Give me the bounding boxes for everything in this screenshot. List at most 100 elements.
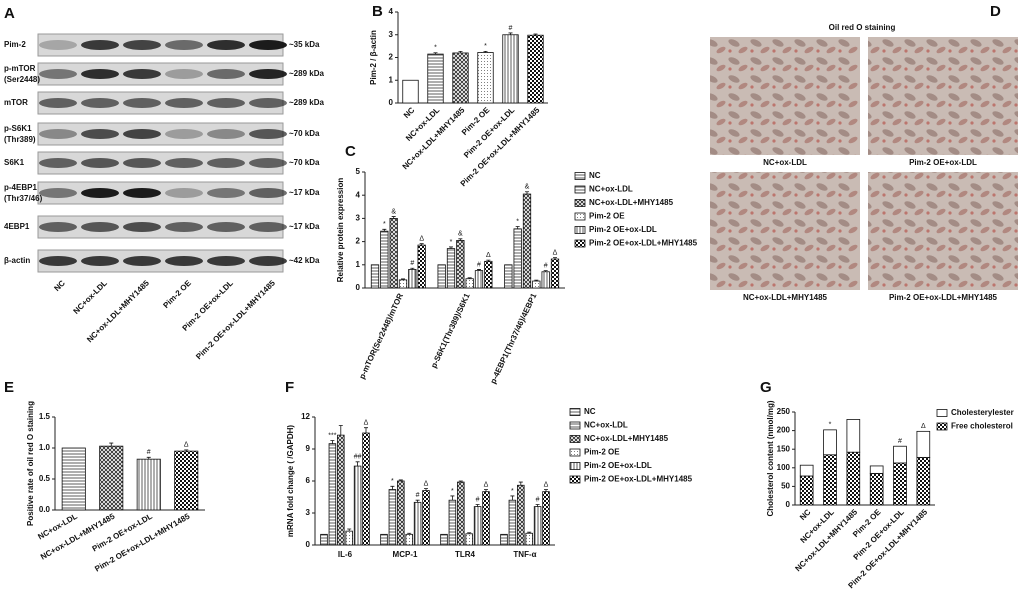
bar	[533, 506, 542, 546]
blot-row-label: β-actin	[4, 256, 30, 265]
error-bar	[424, 488, 428, 491]
y-tick-label: 2	[389, 53, 394, 62]
blot-band	[39, 158, 77, 168]
bar	[502, 34, 519, 104]
legend-swatch	[936, 409, 948, 417]
y-tick-label: 0	[786, 500, 791, 509]
error-bar	[458, 480, 463, 483]
blot-band	[81, 222, 119, 232]
error-bar	[415, 499, 420, 503]
blot-band	[123, 188, 161, 198]
legend-swatch	[569, 435, 581, 443]
significance-mark: ##	[354, 454, 362, 461]
legend-label: NC	[589, 171, 601, 180]
error-bar	[450, 495, 455, 501]
bar	[517, 484, 525, 546]
error-bar	[398, 479, 403, 481]
blot-band	[165, 40, 203, 50]
significance-mark: &	[525, 184, 530, 191]
error-bar	[518, 481, 523, 486]
y-tick-label: 3	[306, 508, 311, 517]
bar	[388, 489, 397, 546]
error-bar	[534, 279, 539, 282]
significance-mark: #	[147, 449, 151, 456]
bar	[456, 240, 465, 289]
blot-size-label: ~35 kDa	[289, 40, 320, 49]
y-tick-label: 9	[306, 444, 311, 453]
significance-mark: &	[458, 231, 463, 238]
panel-label: G	[760, 379, 772, 396]
lane-label: Pim-2 OE	[161, 278, 193, 310]
blot-band	[207, 40, 245, 50]
bar	[136, 458, 161, 511]
error-bar	[533, 33, 538, 36]
significance-mark: *	[451, 488, 454, 495]
significance-mark: Δ	[544, 481, 549, 488]
blot-band	[81, 40, 119, 50]
legend-swatch	[574, 239, 586, 248]
x-tick-label: TLR4	[455, 550, 476, 559]
blot-band	[207, 222, 245, 232]
blot-band	[123, 69, 161, 79]
error-bar	[419, 243, 424, 246]
legend-label: Pim-2 OE+ox-LDL	[584, 461, 652, 470]
blot-band	[165, 129, 203, 139]
y-axis-label: mRNA fold change ( /GAPDH)	[286, 425, 295, 537]
error-bar	[484, 489, 488, 492]
bar	[437, 264, 446, 289]
error-bar	[475, 504, 480, 507]
blot-band	[165, 256, 203, 266]
bar	[61, 447, 86, 511]
blot-band	[123, 98, 161, 108]
legend-label: Pim-2 OE+ox-LDL+MHY1485	[589, 239, 698, 248]
bar	[477, 52, 494, 104]
blot-band	[123, 40, 161, 50]
staining-image	[868, 172, 1018, 290]
y-tick-label: 50	[781, 482, 790, 491]
staining-title: Oil red O staining	[829, 23, 896, 32]
blot-size-label: ~289 kDa	[289, 98, 324, 107]
bar	[328, 443, 337, 546]
blot-band	[249, 69, 287, 79]
bar	[452, 52, 469, 104]
blot-band	[249, 256, 287, 266]
bar	[482, 491, 490, 546]
legend-swatch	[569, 421, 581, 430]
bar	[457, 481, 465, 546]
blot-band	[249, 98, 287, 108]
blot-band	[81, 158, 119, 168]
bar	[427, 53, 444, 104]
bar	[345, 530, 353, 546]
significance-mark: #	[410, 260, 414, 267]
error-bar	[146, 456, 151, 460]
bar-segment	[869, 472, 884, 506]
legend-swatch	[574, 185, 586, 194]
legend-swatch	[574, 172, 586, 180]
y-tick-label: 0	[356, 283, 361, 292]
significance-mark: *	[450, 239, 453, 246]
bar-segment	[846, 419, 861, 453]
blot-row-label: p-S6K1	[4, 124, 32, 133]
error-bar	[407, 532, 412, 535]
significance-mark: #	[536, 496, 540, 503]
error-bar	[382, 228, 387, 232]
significance-mark: *	[829, 422, 832, 429]
blot-row-label: p-mTOR	[4, 64, 36, 73]
blot-band	[207, 98, 245, 108]
x-tick-label: p-S6K1(Thr389)/S6K1	[429, 291, 472, 369]
legend-swatch	[574, 199, 586, 207]
y-tick-label: 2	[356, 237, 361, 246]
y-tick-label: 1.0	[39, 443, 51, 452]
image-caption: Pim-2 OE+ox-LDL	[909, 158, 977, 167]
blot-row-label: (Thr37/46)	[4, 194, 43, 203]
blot-band	[81, 188, 119, 198]
error-bar	[390, 485, 395, 490]
bar	[402, 79, 419, 104]
bar	[532, 280, 541, 289]
blot-band	[165, 69, 203, 79]
blot-row-label: 4EBP1	[4, 222, 30, 231]
y-tick-label: 1.5	[39, 412, 51, 421]
staining-image	[710, 172, 860, 290]
error-bar	[449, 246, 453, 249]
bar	[525, 532, 533, 546]
